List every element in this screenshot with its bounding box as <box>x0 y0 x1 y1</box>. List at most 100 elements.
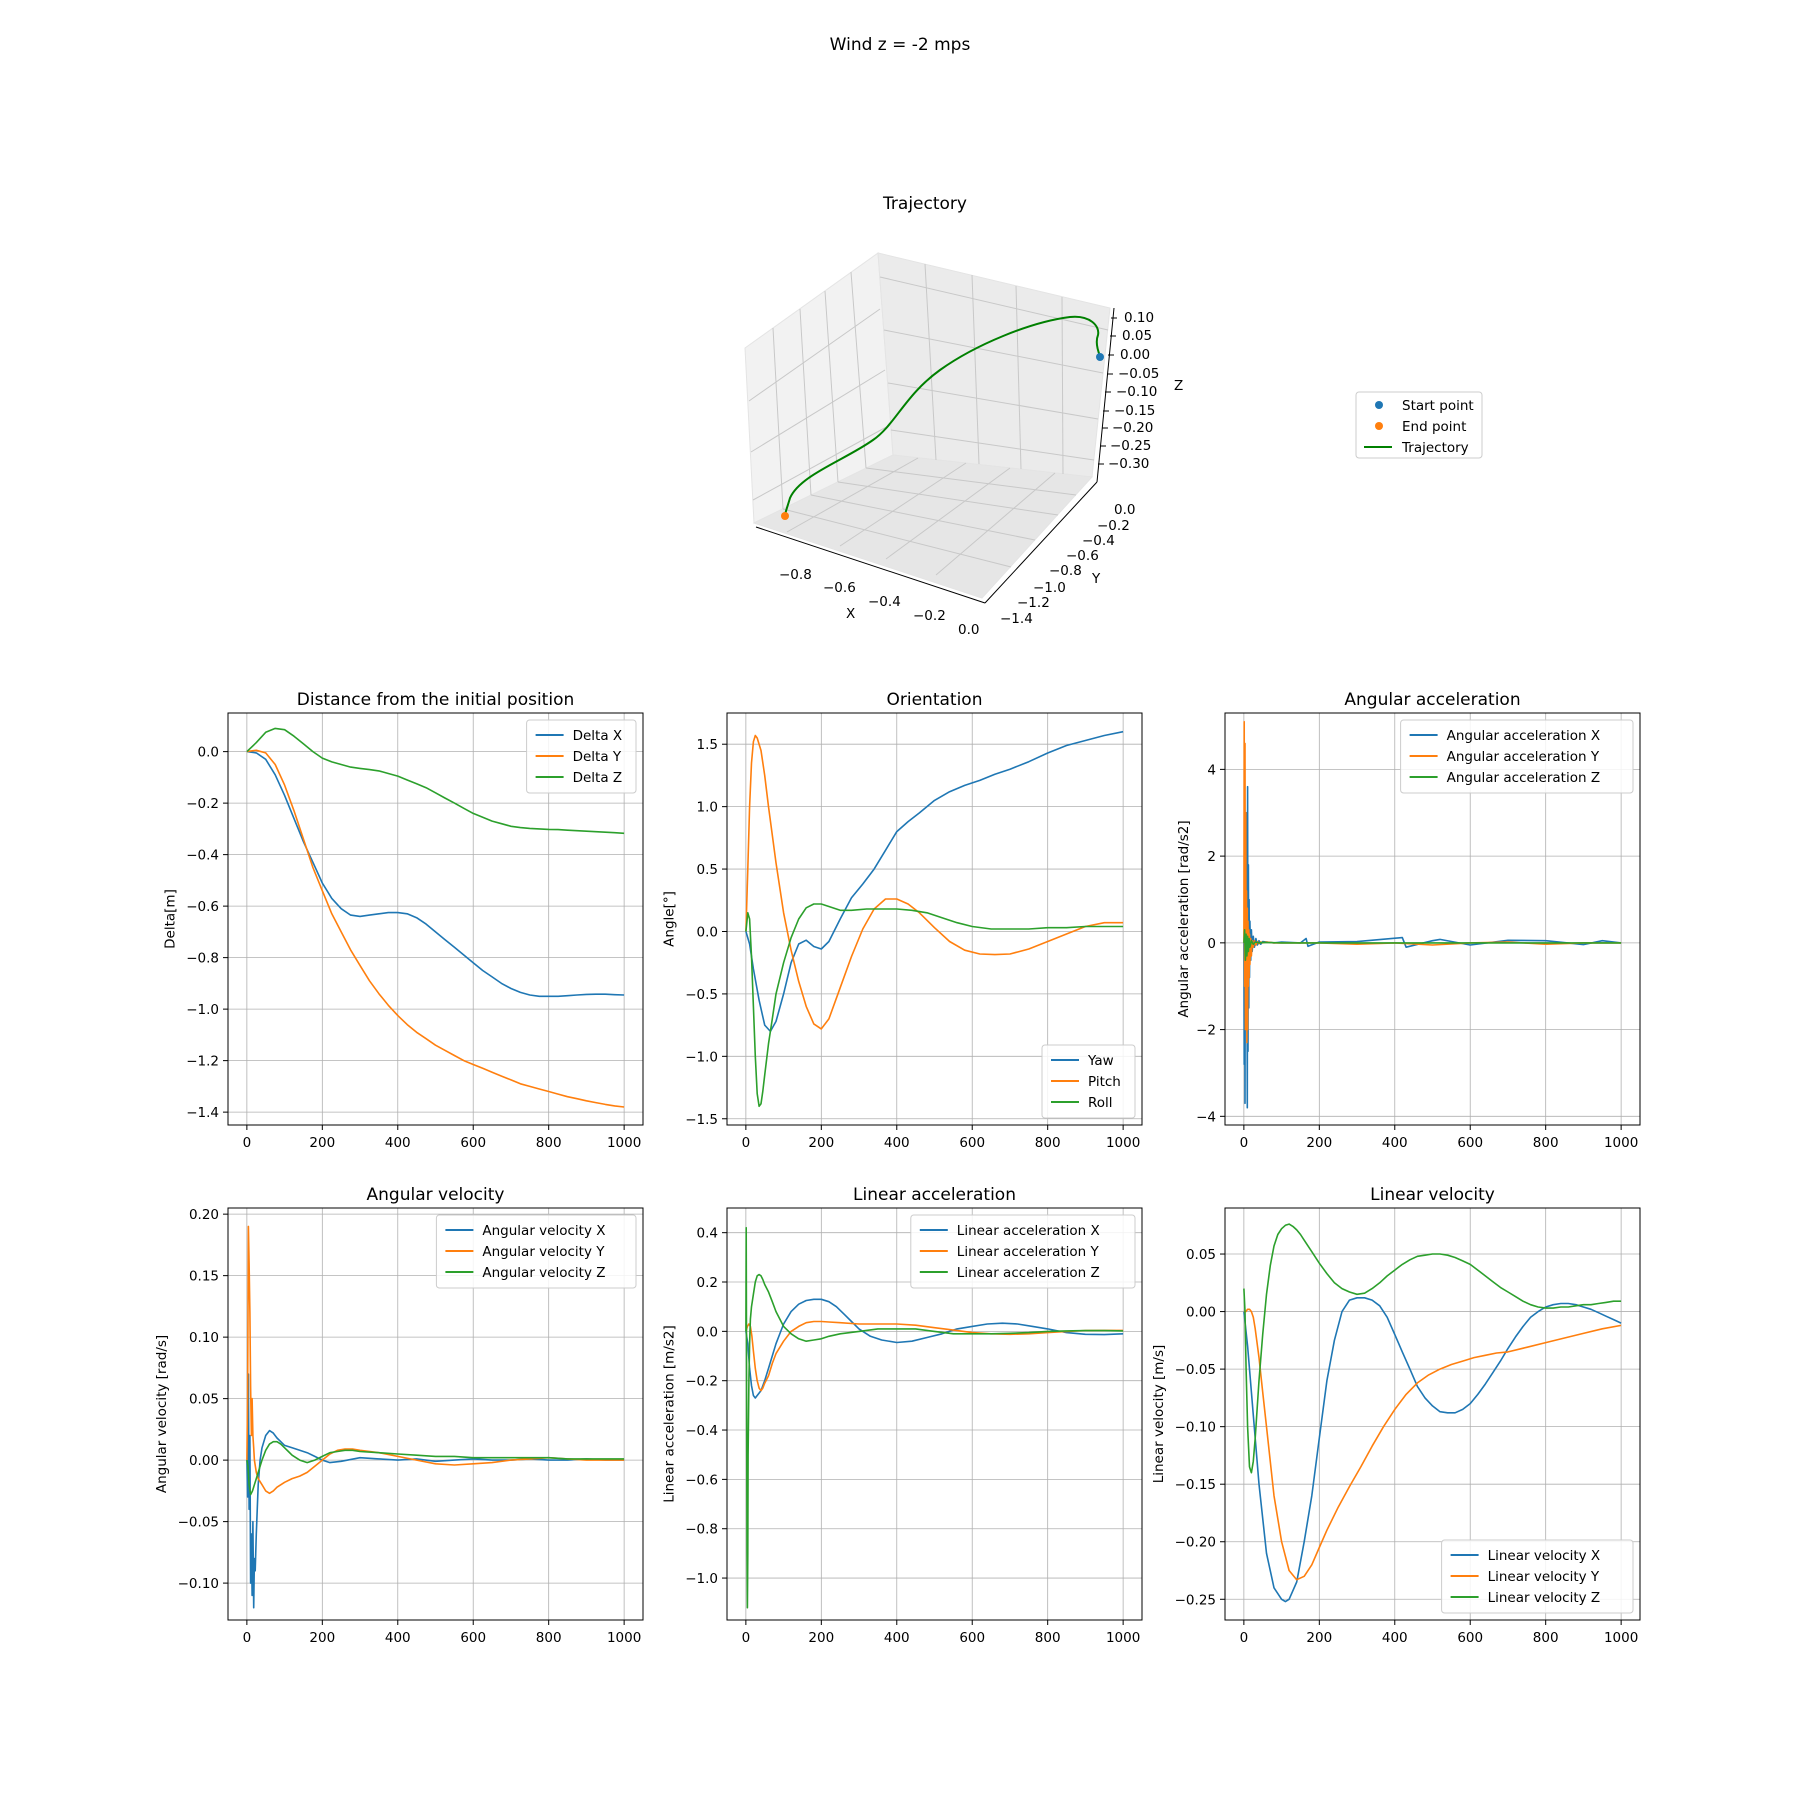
y-tick-label: −0.6 <box>186 899 219 915</box>
x-tick-label: 400 <box>884 1135 910 1151</box>
x-tick-label: 600 <box>1457 1630 1483 1646</box>
series-line-roll <box>745 903 1124 1108</box>
grid-floor <box>782 457 1077 576</box>
y-tick-label: −1.0 <box>1033 580 1066 596</box>
y-tick-label: 0.05 <box>189 1392 219 1408</box>
y-tick-label: −0.10 <box>178 1576 219 1592</box>
y-tick-label: 2 <box>1207 849 1216 865</box>
y-tick-label: −0.5 <box>685 987 718 1003</box>
legend-label: Angular acceleration Z <box>1447 770 1600 786</box>
x-tick-label: 600 <box>959 1630 985 1646</box>
series-line-yaw <box>745 730 1124 1033</box>
y-tick-label: −0.6 <box>685 1472 718 1488</box>
series-line-linear-velocity-x <box>1243 1297 1622 1603</box>
y-tick-label: −1.0 <box>186 1002 219 1018</box>
x-tick-label: 800 <box>536 1135 562 1151</box>
legend-label: Linear acceleration Z <box>957 1265 1100 1281</box>
y-tick-label: −1.2 <box>1017 595 1050 611</box>
y-tick-label: −0.2 <box>186 796 219 812</box>
x-tick-label: 600 <box>1457 1135 1483 1151</box>
x-tick-label: 800 <box>1035 1630 1061 1646</box>
x-tick-label: 1000 <box>607 1135 641 1151</box>
x-tick-label: 0 <box>742 1630 751 1646</box>
legend-frame <box>1041 1044 1136 1119</box>
x-tick-label: 200 <box>808 1630 834 1646</box>
y-tick-label: −0.8 <box>1049 563 1082 579</box>
y-axis-label: Angular acceleration [rad/s2] <box>1176 820 1192 1017</box>
trajectory-title: Trajectory <box>882 194 967 214</box>
y-tick-label: −0.8 <box>186 951 219 967</box>
series-line-angular-velocity-x <box>246 1373 625 1609</box>
x-tick-label: 400 <box>385 1630 411 1646</box>
grid-back-pane <box>879 263 1109 475</box>
legend-label: Start point <box>1402 398 1474 414</box>
legend-start-marker <box>1375 401 1383 409</box>
z-tick-label: −0.25 <box>1110 438 1151 454</box>
y-tick-label: −1.4 <box>186 1105 219 1121</box>
y-tick-label: −0.8 <box>685 1522 718 1538</box>
legend: Yaw Pitch Roll <box>1041 1044 1136 1119</box>
legend-label: Trajectory <box>1401 440 1469 456</box>
legend-label: Linear velocity Z <box>1488 1590 1601 1606</box>
panel-title: Angular velocity <box>367 1185 505 1205</box>
axes-frame <box>726 712 1143 1126</box>
y-tick-label: −2 <box>1196 1023 1216 1039</box>
x-tick-label: 200 <box>1306 1135 1332 1151</box>
y-tick-label: −1.5 <box>685 1112 718 1128</box>
legend-label: Pitch <box>1088 1074 1121 1090</box>
y-tick-label: −0.05 <box>178 1515 219 1531</box>
y-tick-label: −0.4 <box>186 848 219 864</box>
z-tick-label: −0.05 <box>1118 366 1159 382</box>
legend-end-marker <box>1375 422 1383 430</box>
axes-frame <box>726 1207 1143 1621</box>
z-ticks <box>1098 317 1117 465</box>
y-tick-label: −0.25 <box>1175 1592 1216 1608</box>
axes-frame <box>1224 1207 1641 1621</box>
x-tick-label: 600 <box>460 1135 486 1151</box>
y-tick-label: −0.15 <box>1175 1477 1216 1493</box>
legend-frame <box>1355 391 1483 459</box>
legend-label: Angular velocity X <box>482 1223 605 1239</box>
series-line-pitch <box>745 734 1124 1030</box>
x-tick-label: 200 <box>1306 1630 1332 1646</box>
y-tick-label: −0.4 <box>1082 533 1115 549</box>
legend: Angular velocity X Angular velocity Y Angu… <box>435 1214 637 1289</box>
x-tick-label: −0.2 <box>913 608 946 624</box>
y-tick-label: 0.20 <box>189 1207 219 1223</box>
legend-label: Delta Y <box>573 749 622 765</box>
legend-label: Angular acceleration Y <box>1447 749 1600 765</box>
z-tick-label: 0.00 <box>1120 347 1150 363</box>
y-tick-label: 0.00 <box>1186 1305 1216 1321</box>
z-tick-label: −0.30 <box>1108 456 1149 472</box>
legend-label: Delta X <box>573 728 623 744</box>
z-tick-label: −0.10 <box>1116 384 1157 400</box>
x-tick-label: 800 <box>1533 1630 1559 1646</box>
y-axis-label: Linear acceleration [m/s2] <box>661 1325 677 1503</box>
x-tick-label: 600 <box>959 1135 985 1151</box>
x-tick-labels: −0.8 −0.6 −0.4 −0.2 0.0 <box>779 567 979 638</box>
z-axis-label: Z <box>1174 378 1183 394</box>
angular-velocity-panel: 0 200 400 600 800 1000 0.20 0.15 0.10 0.05 0.00 −0.… <box>154 1185 644 1646</box>
series-line-angular-velocity-z <box>246 1440 625 1496</box>
linear-velocity-panel: 0 200 400 600 800 1000 0.05 0.00 −0.05 −0.10 −0.15… <box>1151 1185 1641 1646</box>
x-tick-label: 0 <box>243 1630 252 1646</box>
z-tick-label: −0.20 <box>1112 420 1153 436</box>
y-tick-label: 0.0 <box>697 924 718 940</box>
legend-label: Roll <box>1088 1095 1113 1111</box>
axes-frame <box>227 712 644 1126</box>
y-tick-label: 0.0 <box>697 1324 718 1340</box>
y-tick-label: −0.05 <box>1175 1362 1216 1378</box>
y-axis-label: Linear velocity [m/s] <box>1151 1345 1167 1484</box>
x-tick-label: 1000 <box>607 1630 641 1646</box>
series-line-linear-acceleration-y <box>745 1320 1124 1392</box>
y-tick-label: 4 <box>1207 762 1216 778</box>
x-tick-label: 1000 <box>1604 1630 1638 1646</box>
x-tick-label: 1000 <box>1106 1135 1140 1151</box>
x-tick-label: 400 <box>1382 1135 1408 1151</box>
y-axis-label: Angle[°] <box>661 891 677 947</box>
x-tick-label: −0.6 <box>823 580 856 596</box>
series-line-angular-acceleration-z <box>1243 929 1622 961</box>
x-tick-label: 0 <box>1240 1630 1249 1646</box>
legend-frame <box>435 1214 637 1289</box>
